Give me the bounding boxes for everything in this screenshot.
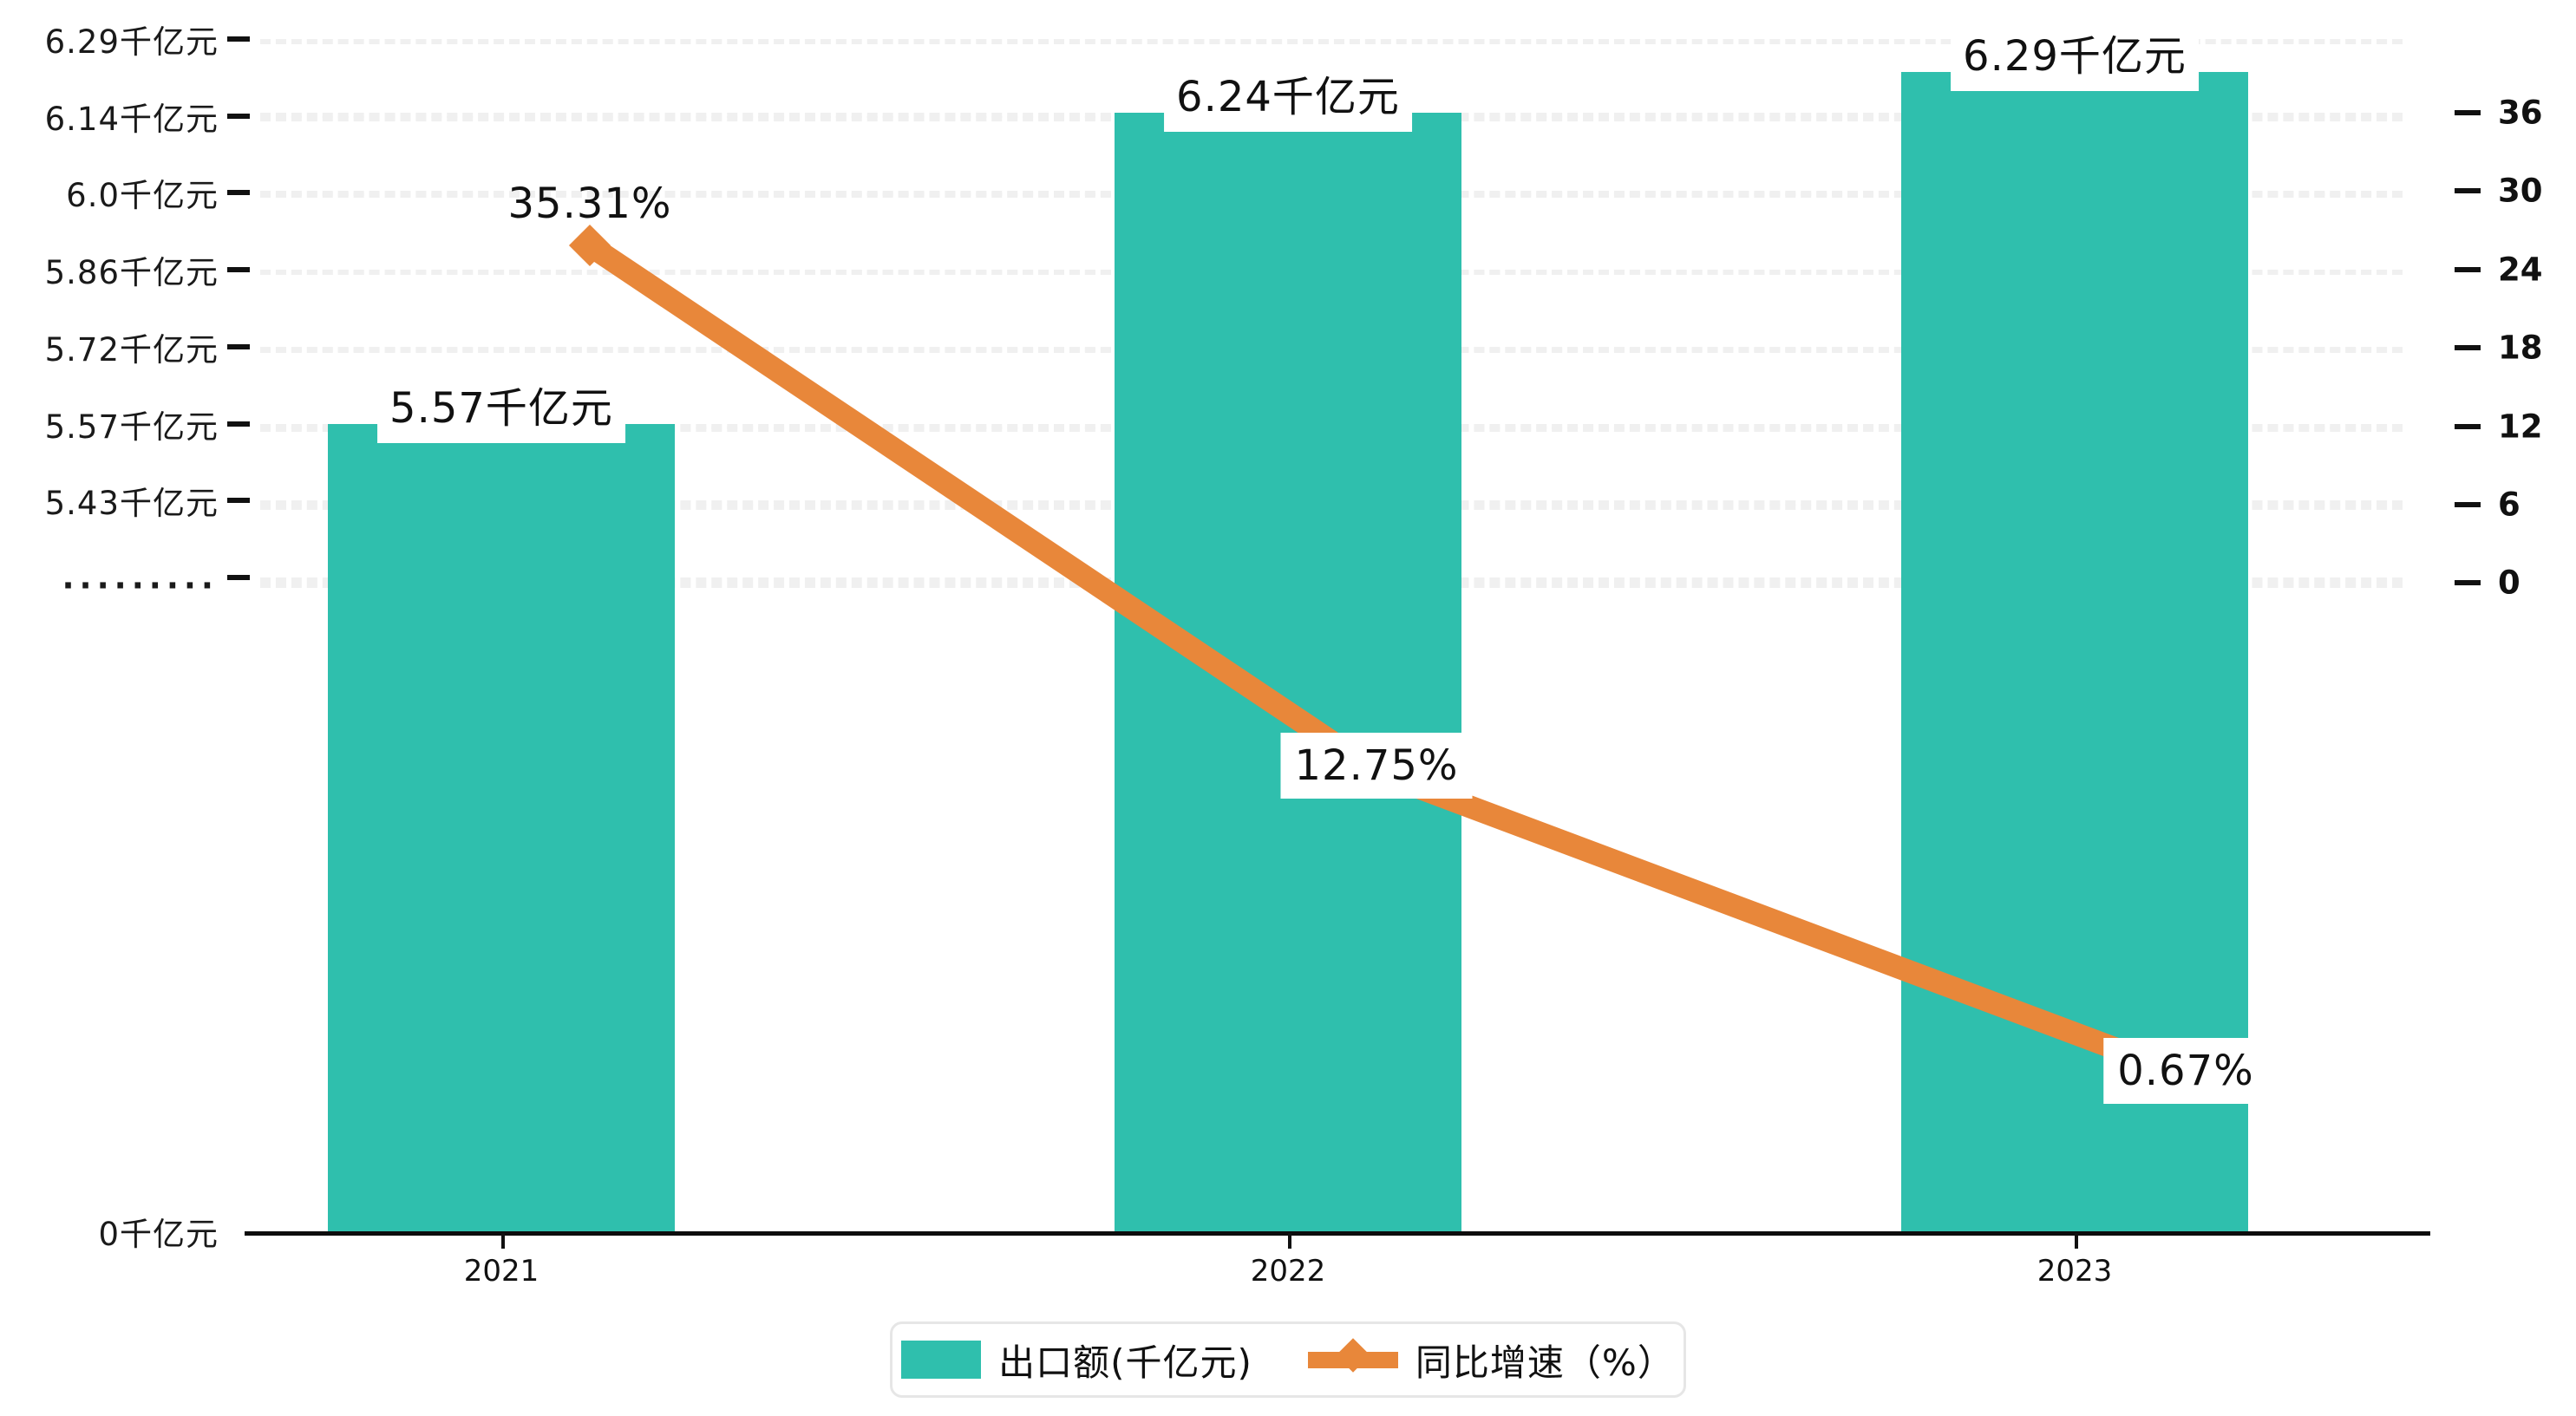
- right-axis-tick: [2455, 110, 2481, 115]
- right-axis-tick: [2455, 502, 2481, 507]
- left-axis-label: 5.43千亿元: [44, 485, 219, 522]
- left-axis-tick: [227, 575, 250, 580]
- gridline: [260, 39, 2403, 44]
- right-axis-label: 6: [2498, 486, 2520, 524]
- right-axis-label: 12: [2498, 408, 2543, 446]
- x-axis-label-2021: 2021: [463, 1254, 539, 1289]
- left-axis-tick: [227, 114, 250, 119]
- bar-value-label: 5.57千亿元: [377, 369, 625, 443]
- line-value-label: 12.75%: [1280, 733, 1473, 799]
- legend-item-1[interactable]: 同比增速（%）: [1307, 1334, 1675, 1387]
- left-axis-label: 6.0千亿元: [66, 177, 219, 214]
- legend-item-0[interactable]: 出口额(千亿元): [901, 1334, 1252, 1387]
- left-axis-tick: [227, 421, 250, 427]
- right-axis-label: 24: [2498, 251, 2543, 289]
- x-axis-tick: [501, 1233, 505, 1249]
- right-axis-tick: [2455, 424, 2481, 429]
- chart-legend[interactable]: 出口额(千亿元) 同比增速（%）: [890, 1321, 1686, 1398]
- right-axis-label: 36: [2498, 94, 2543, 132]
- bar-2022[interactable]: [1115, 113, 1461, 1231]
- bar-2021[interactable]: [328, 424, 675, 1231]
- left-axis-tick: [227, 190, 250, 195]
- growth-rate-line: [583, 236, 2167, 1078]
- right-axis-label: 30: [2498, 172, 2543, 210]
- right-axis-label: 18: [2498, 329, 2543, 367]
- legend-line-diamond-icon: [1307, 1338, 1398, 1379]
- legend-label: 出口额(千亿元): [998, 1341, 1252, 1384]
- left-axis-label: 5.72千亿元: [44, 331, 219, 369]
- legend-label: 同比增速（%）: [1415, 1341, 1675, 1384]
- line-marker-0[interactable]: [568, 224, 611, 267]
- left-axis-label: 6.14千亿元: [44, 101, 219, 138]
- right-axis-label: 0: [2498, 564, 2520, 602]
- bar-value-label: 6.29千亿元: [1951, 16, 2199, 91]
- left-axis-tick: [227, 36, 250, 42]
- x-axis-tick: [1288, 1233, 1291, 1249]
- right-axis-tick: [2455, 188, 2481, 193]
- right-axis-tick: [2455, 580, 2481, 585]
- bar-value-label: 6.24千亿元: [1164, 57, 1412, 132]
- left-axis-tick: [227, 344, 250, 349]
- right-axis-tick: [2455, 267, 2481, 272]
- x-axis-label-2022: 2022: [1250, 1254, 1326, 1289]
- left-axis-label: 6.29千亿元: [44, 23, 219, 61]
- left-axis-label: 0千亿元: [98, 1216, 219, 1253]
- left-axis-label: 5.86千亿元: [44, 254, 219, 291]
- left-axis-tick: [227, 498, 250, 503]
- line-value-label: 35.31%: [507, 179, 672, 228]
- x-axis-baseline: [245, 1231, 2430, 1236]
- x-axis-tick: [2075, 1233, 2078, 1249]
- left-axis-label: 5.57千亿元: [44, 408, 219, 446]
- line-value-label: 0.67%: [2103, 1038, 2268, 1104]
- x-axis-label-2023: 2023: [2037, 1254, 2113, 1289]
- left-axis-tick: [227, 267, 250, 272]
- right-axis-tick: [2455, 345, 2481, 350]
- left-axis-label: .........: [62, 558, 219, 597]
- legend-bar-swatch-icon: [901, 1341, 982, 1379]
